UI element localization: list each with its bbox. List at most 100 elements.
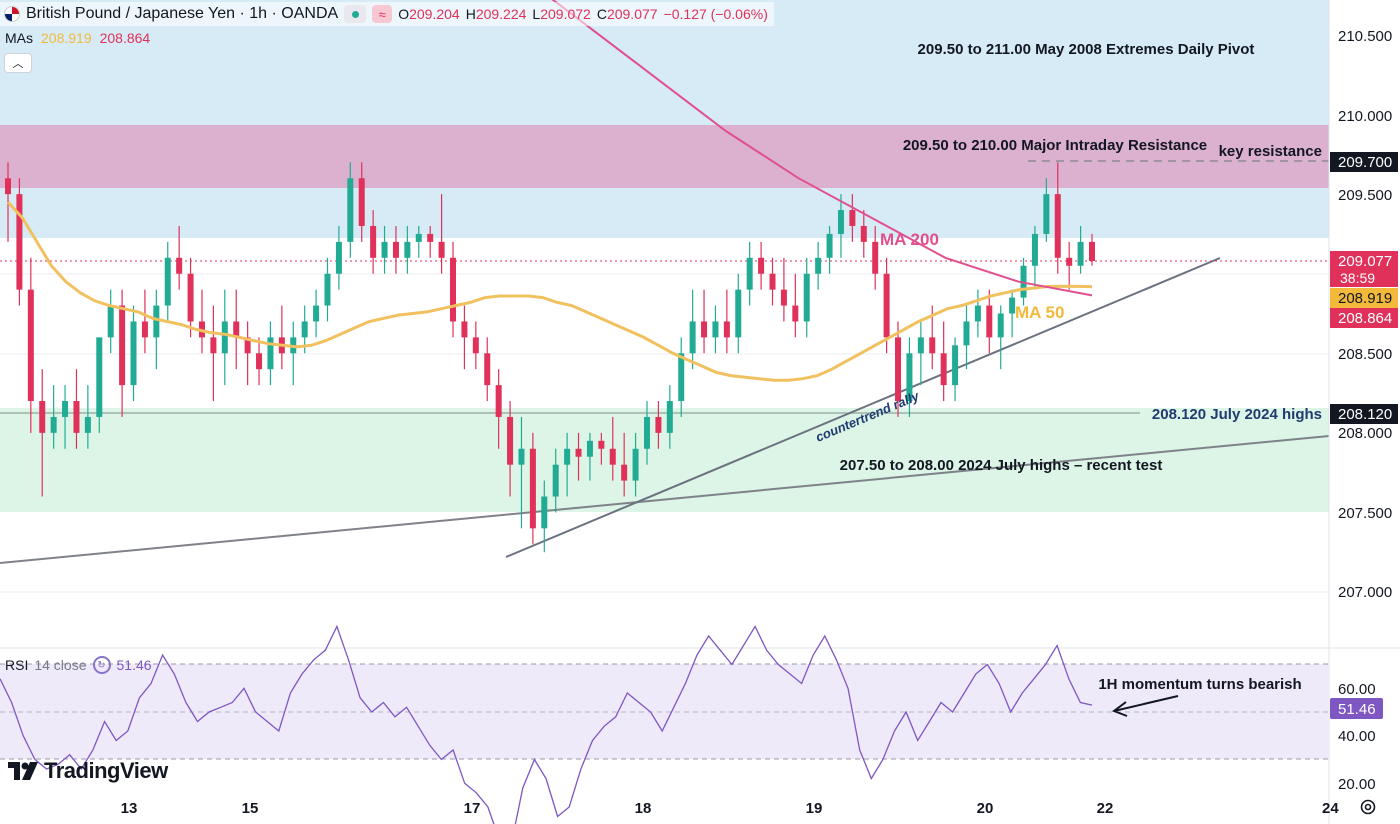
candle: [826, 233, 833, 258]
candle: [267, 337, 274, 370]
time-axis[interactable]: 13 15 17 18 19 20 22 24: [121, 800, 1340, 817]
candle: [164, 257, 171, 306]
y-tick-210000: 210.000: [1338, 108, 1392, 125]
ohlc-change: −0.127 (−0.06%): [663, 6, 768, 22]
y-tick-207500: 207.500: [1338, 505, 1392, 522]
candle: [347, 178, 354, 242]
candle: [632, 448, 639, 481]
candle: [815, 257, 822, 274]
ma50-label: MA 50: [1015, 303, 1064, 322]
tradingview-logo-icon: [8, 762, 38, 780]
symbol-title[interactable]: British Pound / Japanese Yen · 1h · OAND…: [26, 5, 339, 22]
rsi-sync-icon[interactable]: ↻: [92, 656, 111, 674]
y-tick-208000: 208.000: [1338, 425, 1392, 442]
x-tick-19: 19: [806, 800, 823, 817]
rsi-label: RSI: [5, 657, 29, 673]
wave-icon[interactable]: ≈: [372, 5, 393, 23]
candle: [952, 345, 959, 386]
ohlc-low: 209.072: [540, 6, 591, 22]
mas-label: MAs: [5, 30, 33, 46]
candle: [256, 353, 263, 370]
rsi-line: [0, 624, 1093, 824]
pink-zone-label: 209.50 to 210.00 Major Intraday Resistan…: [903, 137, 1207, 154]
candle: [849, 210, 856, 226]
price-grid: [0, 273, 1329, 593]
gear-icon[interactable]: [1358, 797, 1378, 817]
candle: [723, 321, 730, 338]
key-resistance-badge: [1330, 152, 1398, 172]
candle: [461, 321, 468, 338]
symbol-header[interactable]: British Pound / Japanese Yen · 1h · OAND…: [0, 2, 774, 26]
candle: [335, 241, 342, 274]
rsi-value-badge: [1330, 698, 1383, 719]
candle: [301, 321, 308, 338]
candle: [221, 321, 228, 354]
mas-ma200-value: 208.864: [99, 30, 151, 46]
candle: [96, 337, 103, 417]
candle: [16, 194, 23, 290]
candle: [803, 273, 810, 322]
blue-zone: [0, 0, 1329, 238]
x-tick-24: 24: [1322, 800, 1339, 817]
candle: [678, 353, 685, 402]
key-resistance-label: key resistance: [1219, 143, 1322, 160]
ohlc-high: 209.224: [475, 6, 527, 22]
candle: [107, 305, 114, 338]
ohlc-close-key: C: [596, 6, 607, 22]
uk-flag-icon: [4, 6, 20, 22]
x-tick-17: 17: [464, 800, 481, 817]
y-tick-209500: 209.500: [1338, 187, 1392, 204]
rsi-tick-40: 40.00: [1338, 728, 1376, 745]
candle: [130, 321, 137, 386]
candle: [872, 241, 879, 274]
candle: [598, 440, 605, 449]
ohlc-high-key: H: [465, 6, 476, 22]
candle: [1089, 241, 1095, 261]
candle: [50, 416, 57, 433]
july-high-badge: [1330, 404, 1398, 424]
candle: [358, 178, 365, 226]
candle: [1066, 257, 1073, 266]
candle: [141, 321, 148, 338]
candle: [541, 496, 548, 529]
ohlc-open: 209.204: [409, 6, 460, 22]
candle: [701, 321, 708, 338]
market-status-icon[interactable]: [344, 5, 367, 23]
candle: [837, 210, 844, 234]
rsi-axis[interactable]: 60.00 40.00 20.00: [1338, 681, 1376, 793]
candle: [233, 321, 240, 338]
candle: [792, 305, 799, 322]
candle: [484, 353, 491, 386]
chevron-up-icon: ︿: [12, 58, 24, 70]
candle: [780, 289, 787, 306]
july-high-price: 208.120: [1338, 406, 1392, 423]
candle: [895, 337, 902, 402]
pink-zone: [0, 125, 1329, 188]
mas-legend[interactable]: MAs 208.919 208.864: [5, 30, 150, 46]
candle: [324, 273, 331, 306]
tradingview-logo[interactable]: TradingView: [8, 758, 168, 784]
ma50-price: 208.919: [1338, 290, 1392, 307]
candle: [666, 401, 673, 433]
mas-ma50-value: 208.919: [41, 30, 92, 46]
y-tick-207000: 207.000: [1338, 584, 1392, 601]
green-zone-label: 207.50 to 208.00 2024 July highs – recen…: [840, 457, 1163, 474]
ma200-badge: [1330, 308, 1398, 328]
x-tick-20: 20: [977, 800, 994, 817]
candle: [1043, 194, 1050, 234]
candle: [404, 241, 411, 258]
candle: [84, 416, 91, 433]
candle: [370, 225, 377, 258]
price-axis[interactable]: 210.500 210.000 209.500 208.500 208.000 …: [1338, 28, 1392, 601]
ma50-line: [6, 201, 1093, 382]
rsi-tick-60: 60.00: [1338, 681, 1376, 698]
candle: [176, 257, 183, 274]
candle: [381, 241, 388, 258]
candle: [73, 401, 80, 433]
candle: [917, 337, 924, 354]
rsi-legend[interactable]: RSI 14 close ↻ 51.46: [5, 656, 152, 674]
candle: [575, 448, 582, 457]
candle: [1054, 194, 1061, 258]
collapse-legend-button[interactable]: ︿: [4, 53, 32, 73]
